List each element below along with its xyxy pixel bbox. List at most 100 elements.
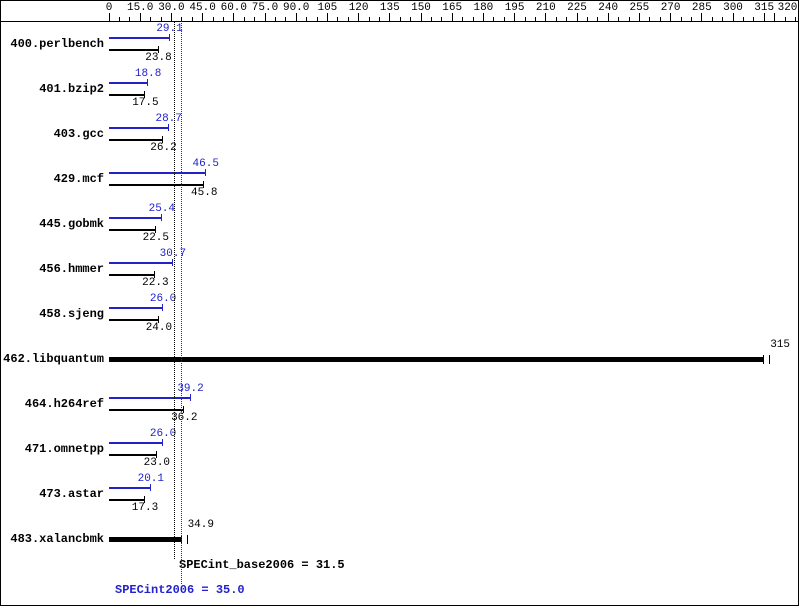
axis-tick-minor: [306, 17, 308, 21]
base-value-label: 45.8: [191, 187, 218, 199]
axis-tick-minor: [680, 17, 682, 21]
peak-value-label: 29.1: [156, 23, 183, 35]
benchmark-label: 445.gobmk: [39, 217, 104, 231]
axis-label: 270: [660, 2, 681, 14]
base-mean-line: [173, 21, 175, 559]
axis-tick-minor: [430, 17, 432, 21]
peak-mean-line: [180, 21, 182, 584]
benchmark-label: 473.astar: [39, 487, 104, 501]
base-value-label: 24.0: [145, 322, 173, 334]
axis-tick-minor: [524, 17, 526, 21]
axis-label: 90.0: [282, 2, 310, 14]
base-value-label: 36.2: [171, 412, 198, 424]
bar-end-tick: [160, 214, 162, 221]
benchmark-label: 458.sjeng: [39, 307, 104, 321]
peak-bar: [109, 127, 169, 129]
axis-tick-minor: [711, 17, 713, 21]
axis-tick-minor: [784, 17, 786, 21]
axis-tick-minor: [129, 17, 131, 21]
bar-end-tick: [171, 259, 173, 266]
bar-end-tick: [183, 406, 185, 413]
axis-tick-minor: [722, 17, 724, 21]
axis-tick-minor: [555, 17, 557, 21]
axis-label: 315: [754, 2, 775, 14]
axis-label: 180: [473, 2, 494, 14]
axis-tick-major: [295, 13, 297, 21]
axis-tick-minor: [493, 17, 495, 21]
peak-value-label: 26.0: [149, 428, 177, 440]
base-bar: [109, 274, 156, 276]
bar-end-tick: [186, 535, 188, 544]
axis-tick-minor: [534, 17, 536, 21]
bar-end-tick: [157, 46, 159, 53]
axis-tick-major: [670, 13, 672, 21]
bar-end-tick: [162, 304, 164, 311]
axis-tick-major: [701, 13, 703, 21]
axis-tick-major: [389, 13, 391, 21]
peak-value-label: 20.1: [137, 473, 164, 485]
axis-tick-minor: [118, 17, 120, 21]
summary-peak-text: SPECint2006 = 35.0: [115, 583, 245, 597]
axis-tick-minor: [337, 17, 339, 21]
bar-end-tick: [157, 316, 159, 323]
axis-tick-major: [576, 13, 578, 21]
axis-tick-minor: [347, 17, 349, 21]
bar-end-tick: [204, 169, 206, 176]
axis-label: 320: [777, 2, 798, 14]
base-bar: [109, 319, 159, 321]
base-bar: [109, 409, 185, 411]
peak-bar: [109, 307, 164, 309]
axis-tick-major: [482, 13, 484, 21]
axis-label: 120: [348, 2, 369, 14]
benchmark-label: 400.perlbench: [10, 37, 104, 51]
axis-tick-minor: [316, 17, 318, 21]
bar-end-tick: [769, 355, 771, 364]
bar-end-tick: [203, 181, 205, 188]
base-value-label: 17.3: [131, 502, 159, 514]
axis-label: 255: [629, 2, 650, 14]
benchmark-label: 429.mcf: [53, 172, 104, 186]
bar-end-tick: [763, 355, 765, 364]
axis-tick-minor: [368, 17, 370, 21]
axis-label: 195: [504, 2, 525, 14]
bar-end-tick: [189, 394, 191, 401]
axis-tick-minor: [503, 17, 505, 21]
bar-end-tick: [167, 124, 169, 131]
axis-tick-minor: [243, 17, 245, 21]
axis-tick-minor: [222, 17, 224, 21]
axis-tick-major: [545, 13, 547, 21]
base-value-label: 23.0: [143, 457, 171, 469]
axis-label: 45.0: [189, 2, 216, 14]
axis-tick-major: [233, 13, 235, 21]
base-value-label: 23.8: [145, 52, 172, 64]
axis-label: 210: [535, 2, 556, 14]
axis-tick-major: [326, 13, 328, 21]
axis-tick-minor: [212, 17, 214, 21]
axis-tick-minor: [150, 17, 152, 21]
base-bar: [109, 229, 156, 231]
axis-tick-minor: [618, 17, 620, 21]
benchmark-bar: [109, 357, 765, 362]
peak-value-label: 28.7: [155, 113, 182, 125]
axis-tick-minor: [742, 17, 744, 21]
axis-tick-minor: [472, 17, 474, 21]
axis-tick-major: [358, 13, 360, 21]
axis-label: 105: [317, 2, 338, 14]
axis-label: 285: [691, 2, 712, 14]
bar-end-tick: [162, 439, 164, 446]
axis-tick-major: [139, 13, 141, 21]
axis-tick-major: [170, 13, 172, 21]
peak-value-label: 26.0: [149, 293, 177, 305]
axis-tick-minor: [441, 17, 443, 21]
peak-bar: [109, 172, 206, 174]
axis-tick-minor: [160, 17, 162, 21]
axis-tick-major: [774, 13, 776, 21]
base-value-label: 22.3: [142, 277, 169, 289]
peak-bar: [109, 37, 170, 39]
axis-tick-major: [202, 13, 204, 21]
axis-tick-major: [108, 13, 110, 21]
axis-tick-major: [264, 13, 266, 21]
peak-value-label: 25.4: [148, 203, 176, 215]
peak-value-label: 18.8: [134, 68, 162, 80]
